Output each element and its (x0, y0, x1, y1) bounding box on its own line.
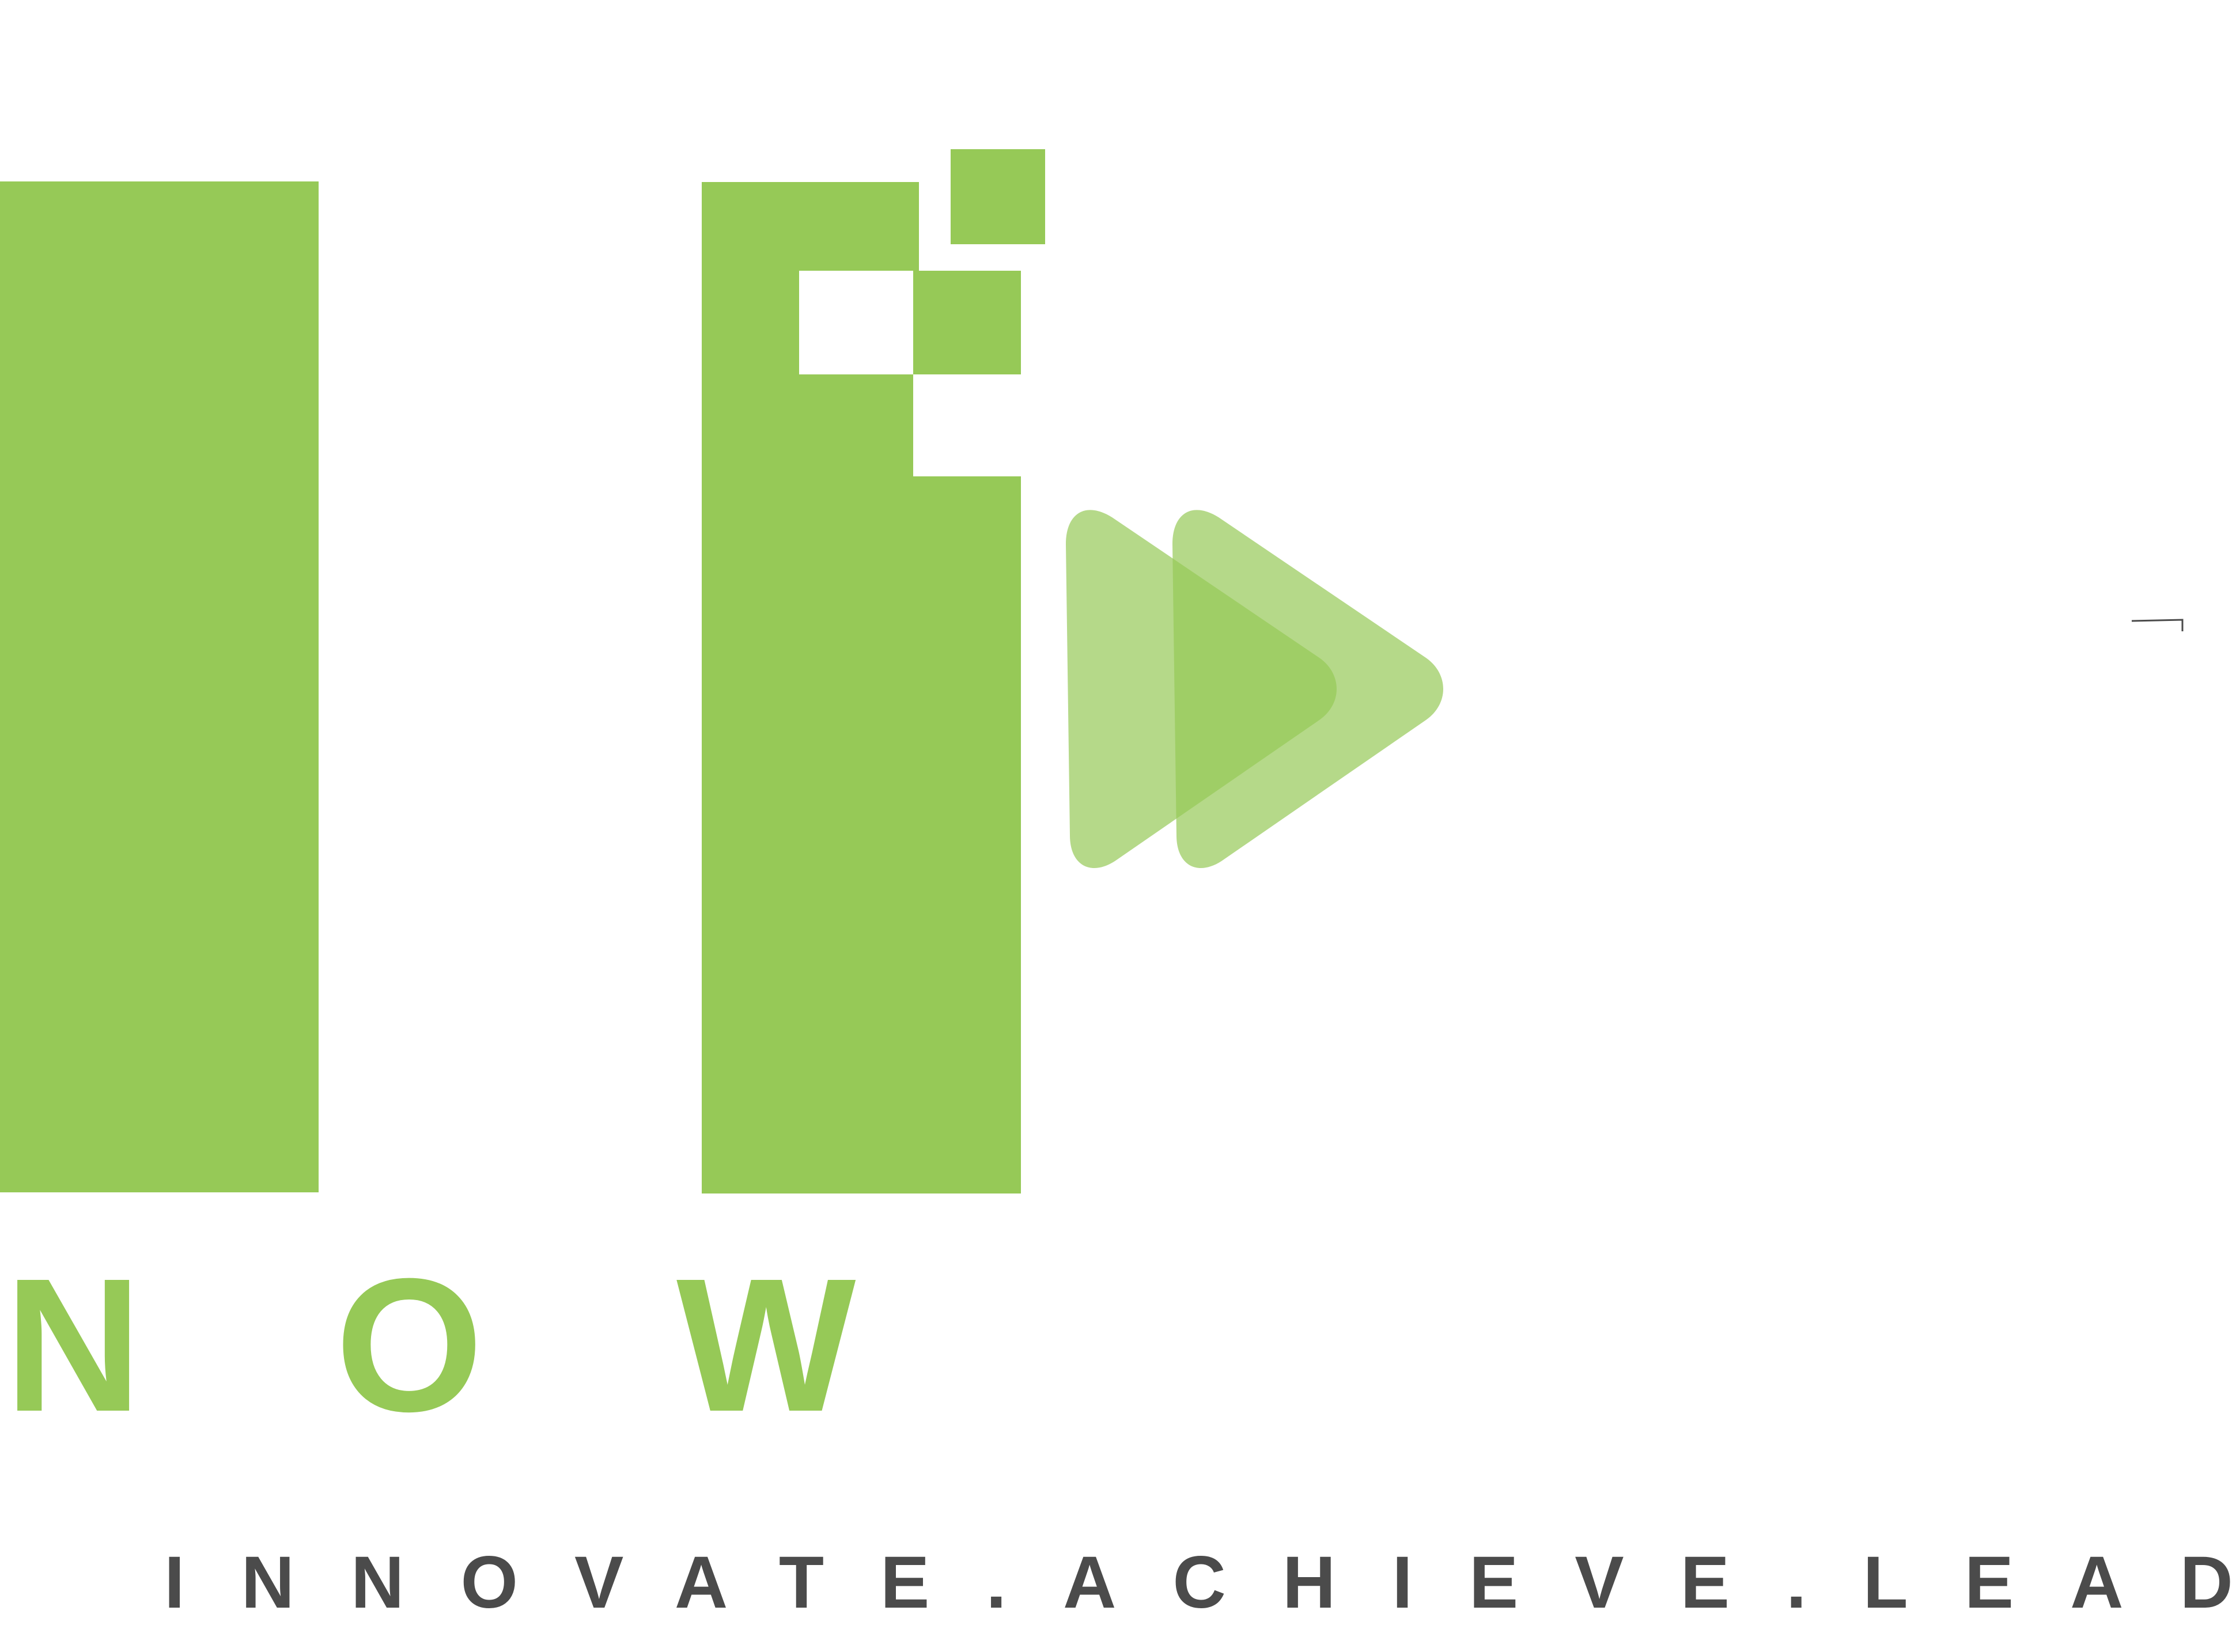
play-forward-icon (1066, 510, 1443, 869)
stray-mark (2131, 619, 2184, 631)
wordmark: N O W (0, 1250, 922, 1440)
wordmark-letter-w: W (676, 1238, 856, 1451)
pixel-square (951, 149, 1045, 244)
left-bar-shape (0, 181, 319, 1192)
wordmark-letter-n: N (5, 1238, 142, 1451)
pixel-bar-shape (702, 149, 1045, 1193)
wordmark-letter-o: O (335, 1238, 483, 1451)
tagline: INNOVATE.ACHIEVE.LEAD. (164, 1541, 2236, 1624)
